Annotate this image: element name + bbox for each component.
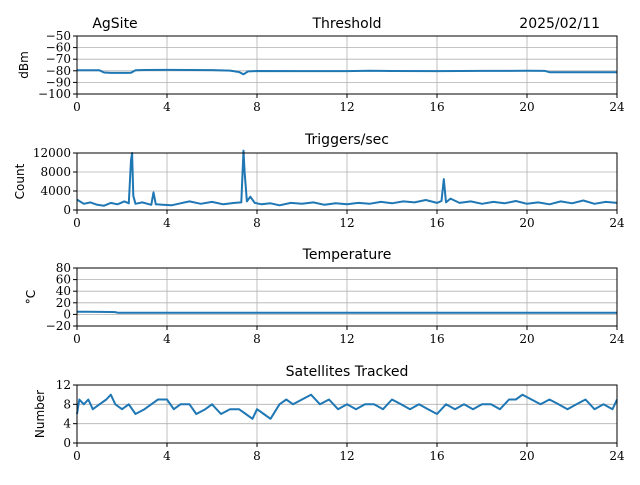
y-tick-label: 80	[56, 261, 71, 275]
y-tick-label: −50	[46, 29, 71, 43]
x-tick-label: 4	[163, 216, 171, 230]
satellites-tracked-series-line	[76, 393, 618, 420]
threshold-title: Threshold	[312, 16, 382, 32]
y-tick-label: 60	[56, 273, 71, 287]
x-tick-label: 20	[519, 332, 534, 346]
x-tick-label: 4	[163, 449, 171, 463]
x-tick-label: 0	[73, 449, 81, 463]
temperature-title: Temperature	[302, 247, 392, 263]
x-tick-label: 16	[429, 449, 444, 463]
y-tick-label: −90	[46, 75, 71, 89]
triggers-sec-panel: 0 4 8 12 16 20 24 0 4000 8000 12000 Triggers/sec Cou…	[13, 132, 625, 230]
satellites-tracked-y-axis-label: Number	[33, 390, 47, 438]
triggers-sec-title: Triggers/sec	[304, 132, 389, 148]
x-tick-label: 12	[339, 216, 354, 230]
y-tick-label: −80	[46, 64, 71, 78]
site-label: AgSite	[92, 16, 137, 32]
x-tick-label: 20	[519, 216, 534, 230]
x-tick-label: 16	[429, 100, 444, 114]
y-tick-label: 8	[63, 397, 71, 411]
x-tick-label: 16	[429, 332, 444, 346]
x-tick-label: 24	[609, 100, 625, 114]
triggers-sec-series-line	[76, 149, 618, 207]
y-tick-label: −100	[38, 87, 71, 101]
date-label: 2025/02/11	[519, 16, 600, 32]
x-tick-label: 4	[163, 100, 171, 114]
y-tick-label: 0	[63, 203, 71, 217]
y-tick-label: 12	[56, 378, 71, 392]
x-tick-label: 24	[609, 449, 625, 463]
x-tick-label: 24	[609, 332, 625, 346]
y-tick-label: −70	[46, 52, 71, 66]
x-tick-label: 8	[253, 216, 261, 230]
threshold-y-axis-label: dBm	[17, 51, 31, 79]
y-tick-label: 4	[63, 417, 71, 431]
threshold-panel: 0 4 8 12 16 20 24 −100−90−80−70−60−50 Threshold d…	[17, 16, 625, 114]
threshold-series-line	[77, 68, 617, 76]
triggers-sec-y-axis-label: Count	[13, 163, 27, 199]
satellites-tracked-panel: 0 4 8 12 16 20 24 0 4 8 12 Satellites Tracked Number	[33, 364, 625, 463]
x-tick-label: 0	[73, 100, 81, 114]
x-tick-label: 12	[339, 332, 354, 346]
satellites-tracked-title: Satellites Tracked	[286, 364, 409, 380]
x-tick-label: 4	[163, 332, 171, 346]
x-tick-label: 12	[339, 449, 354, 463]
y-tick-label: 40	[56, 284, 71, 298]
y-tick-label: 20	[56, 296, 71, 310]
x-tick-label: 8	[253, 100, 261, 114]
x-tick-label: 0	[73, 216, 81, 230]
x-tick-label: 20	[519, 100, 534, 114]
temperature-y-axis-label: °C	[24, 290, 38, 304]
x-tick-label: 8	[253, 332, 261, 346]
y-tick-label: 8000	[40, 165, 71, 179]
x-tick-label: 16	[429, 216, 444, 230]
x-tick-label: 12	[339, 100, 354, 114]
y-tick-label: −60	[46, 41, 71, 55]
x-tick-label: 0	[73, 332, 81, 346]
x-tick-label: 20	[519, 449, 534, 463]
y-tick-label: 4000	[40, 184, 71, 198]
temperature-series-line	[77, 310, 617, 314]
y-tick-label: −20	[46, 319, 71, 333]
y-tick-label: 0	[63, 307, 71, 321]
y-tick-label: 0	[63, 436, 71, 450]
y-tick-label: 12000	[33, 146, 71, 160]
x-tick-label: 8	[253, 449, 261, 463]
x-tick-label: 24	[609, 216, 625, 230]
